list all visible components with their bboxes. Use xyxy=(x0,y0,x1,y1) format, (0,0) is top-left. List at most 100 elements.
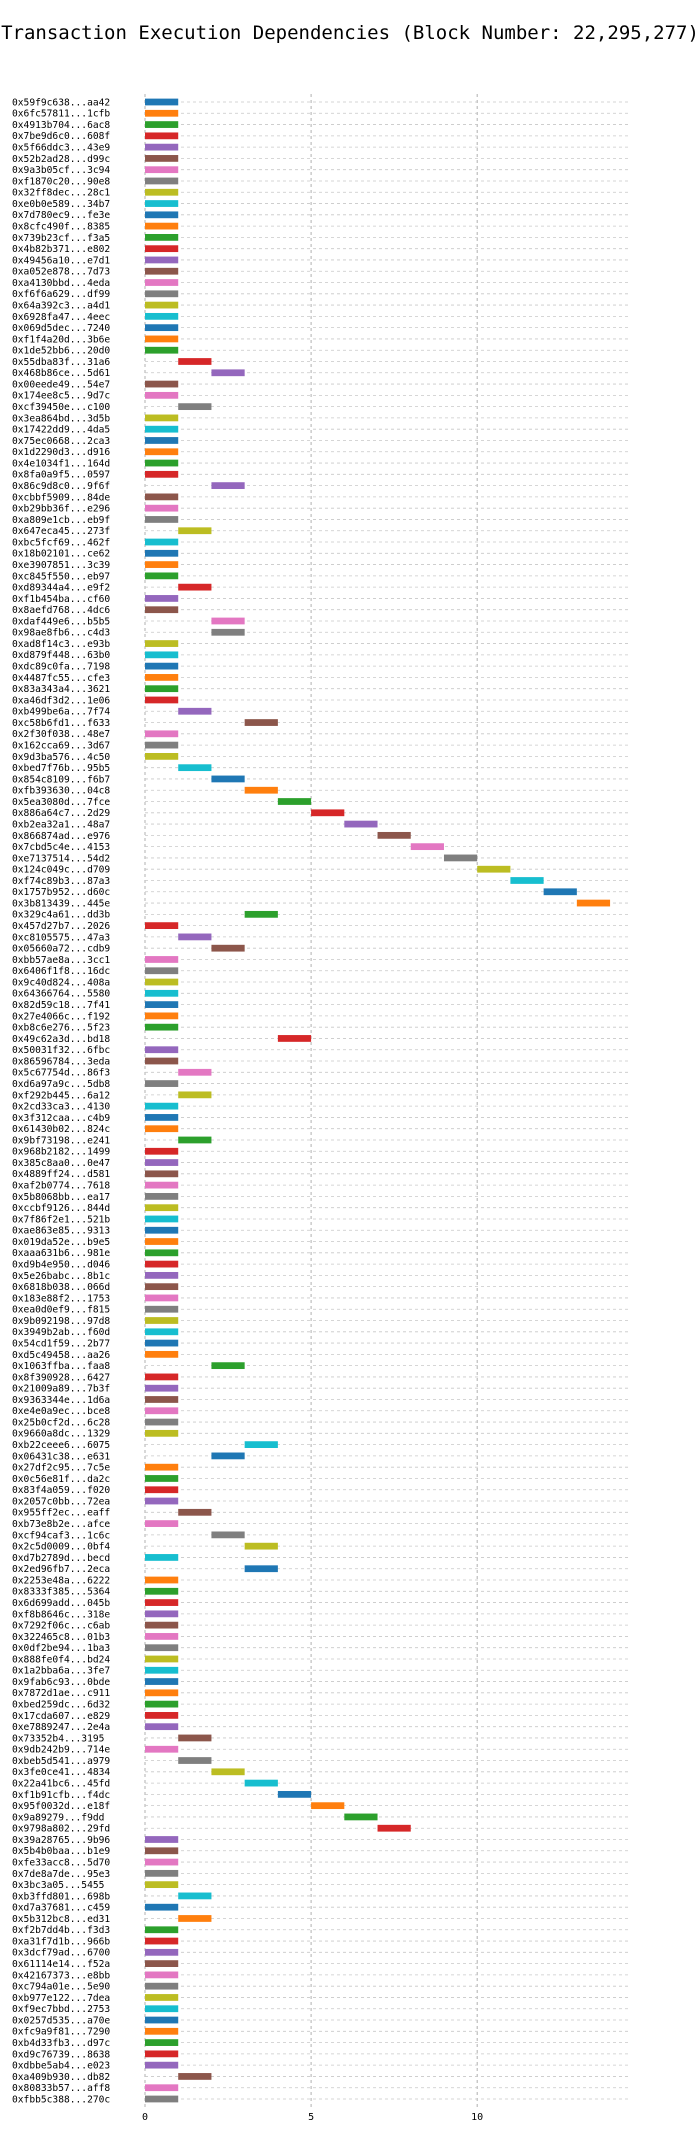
transaction-label: 0x4889ff24...d581 xyxy=(12,1169,110,1180)
transaction-label: 0x7cbd5c4e...4153 xyxy=(12,842,110,853)
transaction-label: 0xa052e878...7d73 xyxy=(12,267,110,278)
transaction-bar xyxy=(211,369,245,377)
transaction-bar xyxy=(145,572,179,580)
transaction-bar xyxy=(145,1226,179,1234)
transaction-label: 0xd7b2789d...becd xyxy=(12,1553,110,1564)
transaction-bar xyxy=(145,1644,179,1652)
transaction-label: 0x55dba83f...31a6 xyxy=(12,357,110,368)
transaction-label: 0x83f4a059...f020 xyxy=(12,1485,110,1496)
transaction-bar xyxy=(145,2084,179,2092)
transaction-label: 0xb22ceee6...6075 xyxy=(12,1440,110,1451)
transaction-bar xyxy=(145,1926,179,1934)
chart-title: Transaction Execution Dependencies (Bloc… xyxy=(1,22,699,44)
transaction-label: 0xcf39450e...c100 xyxy=(12,402,110,413)
transaction-label: 0x3ea864bd...3d5b xyxy=(12,413,110,424)
transaction-bar xyxy=(145,166,179,174)
transaction-bar xyxy=(145,1001,179,1008)
transaction-label: 0xcbbf5909...84de xyxy=(12,492,110,503)
transaction-bar xyxy=(145,2095,179,2103)
transaction-bar xyxy=(145,1982,179,1990)
transaction-label: 0xaaa631b6...981e xyxy=(12,1248,110,1259)
transaction-label: 0xbeb5d541...a979 xyxy=(12,1756,110,1767)
transaction-label: 0xcf94caf3...1c6c xyxy=(12,1530,110,1541)
transaction-bar xyxy=(145,1384,179,1392)
transaction-label: 0x7d780ec9...fe3e xyxy=(12,210,110,221)
transaction-bar xyxy=(145,1520,179,1527)
transaction-bar xyxy=(377,1824,411,1832)
transaction-label: 0xd879f448...63b0 xyxy=(12,650,110,661)
transaction-label: 0x9660a8dc...1329 xyxy=(12,1429,110,1440)
transaction-label: 0x06431c38...e631 xyxy=(12,1451,110,1462)
transaction-bar xyxy=(311,809,345,817)
transaction-label: 0x25b0cf2d...6c28 xyxy=(12,1417,110,1428)
transaction-bar xyxy=(145,967,179,975)
transaction-label: 0x0df2be94...1ba3 xyxy=(12,1643,110,1654)
transaction-bar xyxy=(277,1035,312,1042)
transaction-bar xyxy=(178,1915,212,1922)
transaction-label: 0x1d2290d3...d916 xyxy=(12,447,110,458)
transaction-label: 0x174ee8c5...9d7c xyxy=(12,391,110,402)
transaction-label: 0x4913b704...6ac8 xyxy=(12,120,110,131)
transaction-bar xyxy=(145,606,179,614)
transaction-bar xyxy=(145,504,179,512)
transaction-bar xyxy=(277,1790,312,1798)
transaction-label: 0x5e26babc...8b1c xyxy=(12,1271,110,1282)
transaction-label: 0xe7137514...54d2 xyxy=(12,853,110,864)
transaction-label: 0xc845f550...eb97 xyxy=(12,571,110,582)
transaction-label: 0x7872d1ae...c911 xyxy=(12,1688,110,1699)
x-tick-label: 10 xyxy=(471,2112,483,2123)
transaction-bar xyxy=(145,662,179,670)
transaction-label: 0xf8b8646c...318e xyxy=(12,1609,110,1620)
transaction-bar xyxy=(145,324,179,332)
transaction-bar xyxy=(145,267,179,275)
transaction-label: 0x9798a802...29fd xyxy=(12,1824,110,1835)
transaction-bar xyxy=(145,956,179,963)
transaction-label: 0x069d5dec...7240 xyxy=(12,323,110,334)
transaction-label: 0xb73e8b2e...afce xyxy=(12,1519,110,1530)
transaction-label: 0x0257d535...a70e xyxy=(12,2015,110,2026)
transaction-label: 0x5b312bc8...ed31 xyxy=(12,1914,110,1925)
transaction-label: 0x4487fc55...cfe3 xyxy=(12,673,110,684)
transaction-bar xyxy=(145,155,179,162)
transaction-label: 0xbed259dc...6d32 xyxy=(12,1700,110,1711)
transaction-label: 0x05660a72...cdb9 xyxy=(12,944,110,955)
transaction-bar xyxy=(145,279,179,286)
transaction-label: 0xea0d0ef9...f815 xyxy=(12,1305,110,1316)
transaction-label: 0xf2b7dd4b...f3d3 xyxy=(12,1925,110,1936)
transaction-label: 0xa409b930...db82 xyxy=(12,2072,110,2083)
transaction-label: 0x886a64c7...2d29 xyxy=(12,808,110,819)
transaction-label: 0xa31f7d1b...966b xyxy=(12,1936,110,1947)
transaction-bar xyxy=(145,1260,179,1268)
transaction-bar xyxy=(145,685,179,693)
transaction-bar xyxy=(211,1768,245,1776)
transaction-bar xyxy=(178,1136,212,1144)
transaction-label: 0xd5c49458...aa26 xyxy=(12,1350,110,1361)
transaction-bar xyxy=(145,1238,179,1245)
transaction-label: 0x468b86ce...5d61 xyxy=(12,368,110,379)
transaction-bar xyxy=(145,1023,179,1031)
transaction-label: 0xae863e85...9313 xyxy=(12,1226,110,1237)
transaction-label: 0x3fe0ce41...4834 xyxy=(12,1767,110,1778)
transaction-label: 0xf1f4a20d...3b6e xyxy=(12,334,110,345)
transaction-label: 0xfe33acc8...5d70 xyxy=(12,1857,110,1868)
transaction-label: 0x5b4b0baa...b1e9 xyxy=(12,1846,110,1857)
transaction-label: 0xb29bb36f...e296 xyxy=(12,504,110,515)
transaction-label: 0x00eede49...54e7 xyxy=(12,379,110,390)
transaction-label: 0xf6f6a629...df99 xyxy=(12,289,110,300)
transaction-bar xyxy=(178,2073,212,2080)
x-tick-labels: 0 5 10 xyxy=(142,2112,483,2123)
transaction-label: 0x49456a10...e7d1 xyxy=(12,255,110,266)
transaction-bar xyxy=(145,1971,179,1979)
transaction-bar xyxy=(145,1463,179,1471)
transaction-bar xyxy=(145,1621,179,1629)
transaction-label: 0xa4130bbd...4eda xyxy=(12,278,110,289)
transaction-label: 0x2ed96fb7...2eca xyxy=(12,1564,110,1575)
transaction-label: 0xf74c89b3...87a3 xyxy=(12,876,110,887)
transaction-label: 0x73352b4...3195 xyxy=(12,1733,104,1744)
transaction-label: 0x17422dd9...4da5 xyxy=(12,425,110,436)
transaction-bar xyxy=(244,1441,278,1449)
transaction-label: 0x18b02101...ce62 xyxy=(12,549,110,560)
transaction-label: 0x385c8aa0...0e47 xyxy=(12,1158,110,1169)
transaction-label: 0x50031f32...6fbc xyxy=(12,1045,110,1056)
transaction-bar xyxy=(145,1723,179,1731)
